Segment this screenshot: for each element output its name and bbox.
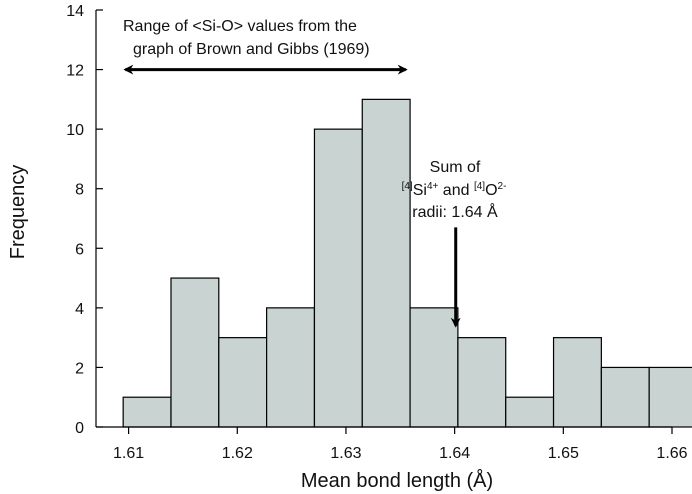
- sum-annotation-line3: radii: 1.64 Å: [412, 202, 498, 221]
- x-tick-label: 1.64: [439, 445, 470, 462]
- si-label: Si: [413, 182, 427, 199]
- x-tick-label: 1.63: [330, 445, 361, 462]
- x-tick-label: 1.62: [222, 445, 253, 462]
- and-label: and: [438, 182, 474, 199]
- y-ticks: 0 2 4 6 8 10 12 14: [66, 3, 103, 437]
- histogram-bar-8: [457, 337, 507, 428]
- histogram-bar-1: [122, 396, 172, 428]
- si-coordination-superscript: [4]: [402, 181, 413, 192]
- sum-annotation: Sum of [4]Si4+ and [4]O2- radii: 1.64 Å: [402, 159, 507, 328]
- histogram-bar-6: [361, 98, 411, 428]
- histogram-bar-5: [313, 128, 363, 428]
- histogram-bar-2: [170, 277, 220, 428]
- y-tick-label: 10: [66, 122, 84, 139]
- x-ticks: 1.61 1.62 1.63 1.64 1.65 1.66: [113, 427, 688, 462]
- histogram-bar-3: [218, 337, 268, 428]
- x-tick-label: 1.65: [548, 445, 579, 462]
- histogram-bar-11: [600, 366, 650, 428]
- histogram-bar-9: [505, 396, 555, 428]
- o-label: O: [485, 182, 497, 199]
- y-tick-label: 0: [75, 420, 84, 437]
- y-tick-label: 12: [66, 63, 84, 80]
- y-tick-label: 6: [75, 241, 84, 258]
- y-tick-label: 8: [75, 182, 84, 199]
- histogram-bar-7: [409, 307, 459, 428]
- axes-layer: [95, 10, 672, 428]
- o-charge-superscript: 2-: [498, 181, 507, 192]
- range-annotation-line2: graph of Brown and Gibbs (1969): [133, 41, 370, 58]
- y-axis-title: Frequency: [7, 165, 29, 260]
- x-tick-label: 1.61: [113, 445, 144, 462]
- si-charge-superscript: 4+: [427, 181, 439, 192]
- sum-annotation-line1: Sum of: [430, 159, 481, 176]
- y-tick-label: 2: [75, 360, 84, 377]
- histogram-bar-10: [552, 337, 602, 428]
- x-tick-label: 1.66: [656, 445, 687, 462]
- range-annotation: Range of <Si-O> values from the graph of…: [123, 18, 408, 75]
- y-tick-label: 14: [66, 3, 84, 20]
- o-coordination-superscript: [4]: [474, 181, 485, 192]
- histogram-bar-4: [266, 307, 316, 428]
- bars-layer: [122, 98, 692, 428]
- x-axis-title: Mean bond length (Å): [301, 469, 493, 492]
- y-tick-label: 4: [75, 301, 84, 318]
- histogram-bar-12: [648, 366, 692, 428]
- range-annotation-line1: Range of <Si-O> values from the: [123, 18, 357, 35]
- sum-annotation-line2: [4]Si4+ and [4]O2-: [402, 181, 507, 199]
